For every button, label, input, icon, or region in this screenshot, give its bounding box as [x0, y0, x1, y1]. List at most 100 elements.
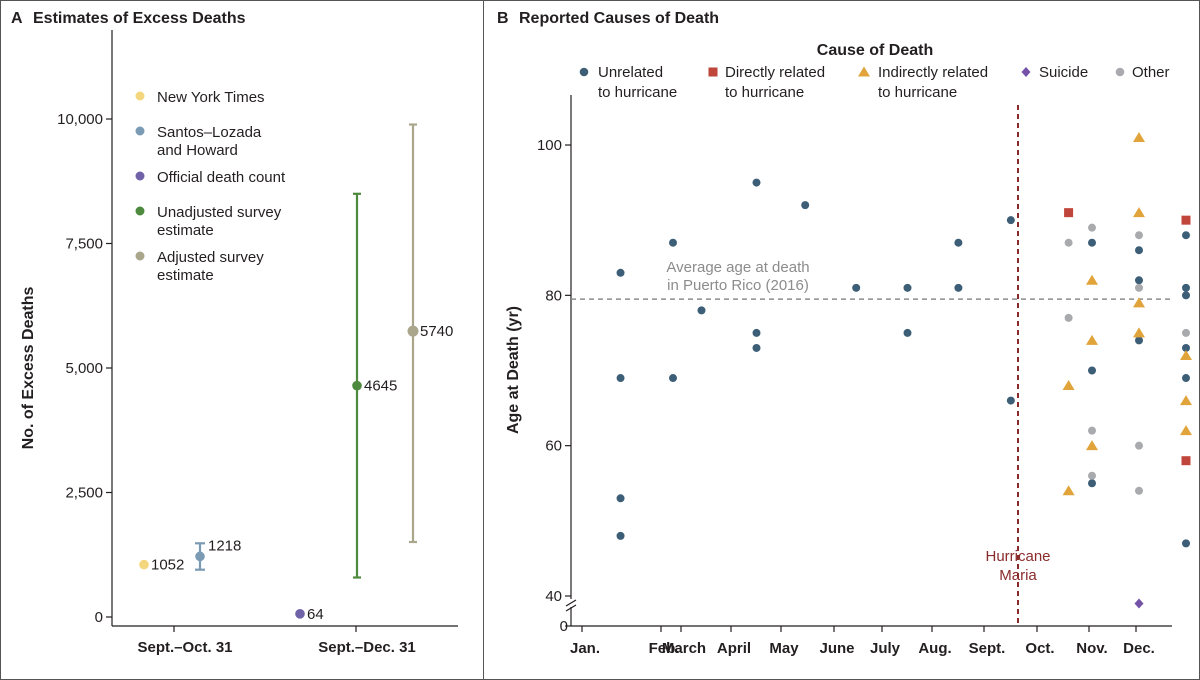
- data-point: [1180, 395, 1192, 406]
- data-point: [1182, 374, 1190, 383]
- data-point: [1133, 327, 1145, 338]
- legend-label: estimate: [157, 267, 214, 284]
- data-point: [903, 328, 912, 337]
- y-tick-label: 5,000: [65, 360, 103, 377]
- hurricane-maria-label: Maria: [999, 567, 1037, 584]
- data-point: [1135, 283, 1143, 292]
- legend-marker: [1021, 67, 1031, 77]
- data-point: [1135, 441, 1143, 450]
- data-point: [903, 283, 912, 292]
- data-point: [1064, 238, 1073, 247]
- data-point: [697, 306, 706, 315]
- legend-marker: [135, 91, 145, 101]
- legend-label: New York Times: [157, 89, 265, 106]
- legend-marker: [135, 206, 145, 216]
- data-point: [1182, 291, 1190, 300]
- data-point: [1088, 238, 1096, 247]
- x-tick-label: Jan.: [570, 640, 600, 657]
- data-label: 64: [307, 606, 324, 623]
- y-tick-label: 2,500: [65, 485, 103, 502]
- y-tick-label: 40: [545, 588, 562, 605]
- data-point: [616, 374, 625, 383]
- data-point: [852, 283, 861, 292]
- data-point: [1006, 396, 1015, 405]
- data-point: [1181, 456, 1191, 466]
- x-tick-label: Nov.: [1076, 640, 1107, 657]
- legend-label: Adjusted survey: [157, 249, 264, 266]
- data-point: [1134, 598, 1144, 609]
- data-point: [752, 178, 761, 187]
- data-point: [1182, 283, 1190, 292]
- data-point: [1133, 297, 1145, 308]
- legend-marker: [708, 67, 718, 77]
- data-point: [1086, 334, 1098, 345]
- legend-label: Suicide: [1039, 64, 1088, 81]
- data-point: [195, 551, 205, 562]
- y-tick-label: 0: [95, 609, 103, 626]
- x-tick-label: Sept.: [969, 640, 1006, 657]
- y-tick-label: 60: [545, 438, 562, 455]
- legend-marker: [135, 171, 145, 181]
- legend-marker: [858, 66, 870, 77]
- legend-marker: [1115, 67, 1125, 77]
- data-point: [295, 609, 305, 619]
- x-tick-label: Feb.: [649, 640, 680, 657]
- data-point: [1182, 539, 1190, 548]
- data-point: [752, 343, 761, 352]
- data-point: [954, 283, 963, 292]
- data-point: [1088, 479, 1096, 488]
- y-tick-label: 100: [537, 137, 562, 154]
- data-point: [1064, 313, 1073, 322]
- legend-label: to hurricane: [725, 84, 804, 101]
- legend-label: Santos–Lozada: [157, 124, 262, 141]
- data-point: [1062, 380, 1075, 391]
- x-tick-label: Aug.: [918, 640, 951, 657]
- x-tick-label: April: [717, 640, 751, 657]
- data-label: 1218: [208, 537, 241, 554]
- legend-marker: [135, 126, 145, 136]
- hurricane-maria-label: Hurricane: [985, 548, 1050, 565]
- data-label: 4645: [364, 378, 397, 395]
- data-point: [752, 328, 761, 337]
- data-point: [669, 374, 677, 383]
- legend-label: Other: [1132, 64, 1170, 81]
- legend-label: Directly related: [725, 64, 825, 81]
- data-point: [1133, 207, 1145, 218]
- data-point: [1181, 215, 1191, 225]
- x-tick-label: Sept.–Oct. 31: [137, 639, 232, 656]
- data-point: [1180, 349, 1192, 360]
- data-point: [1064, 208, 1074, 218]
- data-point: [801, 201, 810, 210]
- data-point: [139, 559, 149, 570]
- data-point: [1135, 276, 1143, 285]
- x-tick-label: March: [662, 640, 706, 657]
- legend-label: to hurricane: [878, 84, 957, 101]
- data-point: [1086, 440, 1098, 451]
- data-point: [1135, 486, 1143, 495]
- data-point: [1088, 223, 1096, 232]
- x-tick-label: Sept.–Dec. 31: [318, 639, 416, 656]
- data-point: [1135, 336, 1143, 345]
- legend-label: Indirectly related: [878, 64, 988, 81]
- panel-b-letter: B: [497, 10, 509, 27]
- y-axis-title: No. of Excess Deaths: [20, 287, 37, 450]
- x-tick-label: July: [870, 640, 901, 657]
- average-age-label: in Puerto Rico (2016): [667, 277, 809, 294]
- panel-a-title: A Estimates of Excess Deaths: [11, 10, 246, 28]
- legend-marker: [579, 67, 589, 77]
- legend-title: Cause of Death: [817, 42, 933, 59]
- legend-label: Unrelated: [598, 64, 663, 81]
- panel-a-letter: A: [11, 10, 23, 27]
- data-point: [616, 268, 625, 277]
- y-tick-label: 80: [545, 287, 562, 304]
- data-point: [1182, 328, 1190, 337]
- panel-a-title-text: Estimates of Excess Deaths: [33, 10, 246, 27]
- x-tick-label: May: [769, 640, 799, 657]
- data-label: 1052: [151, 557, 184, 574]
- legend-label: estimate: [157, 222, 214, 239]
- legend-label: and Howard: [157, 142, 238, 159]
- x-tick-label: Oct.: [1025, 640, 1054, 657]
- data-point: [407, 325, 419, 337]
- x-tick-label: June: [819, 640, 854, 657]
- y-tick-label: 10,000: [57, 111, 103, 128]
